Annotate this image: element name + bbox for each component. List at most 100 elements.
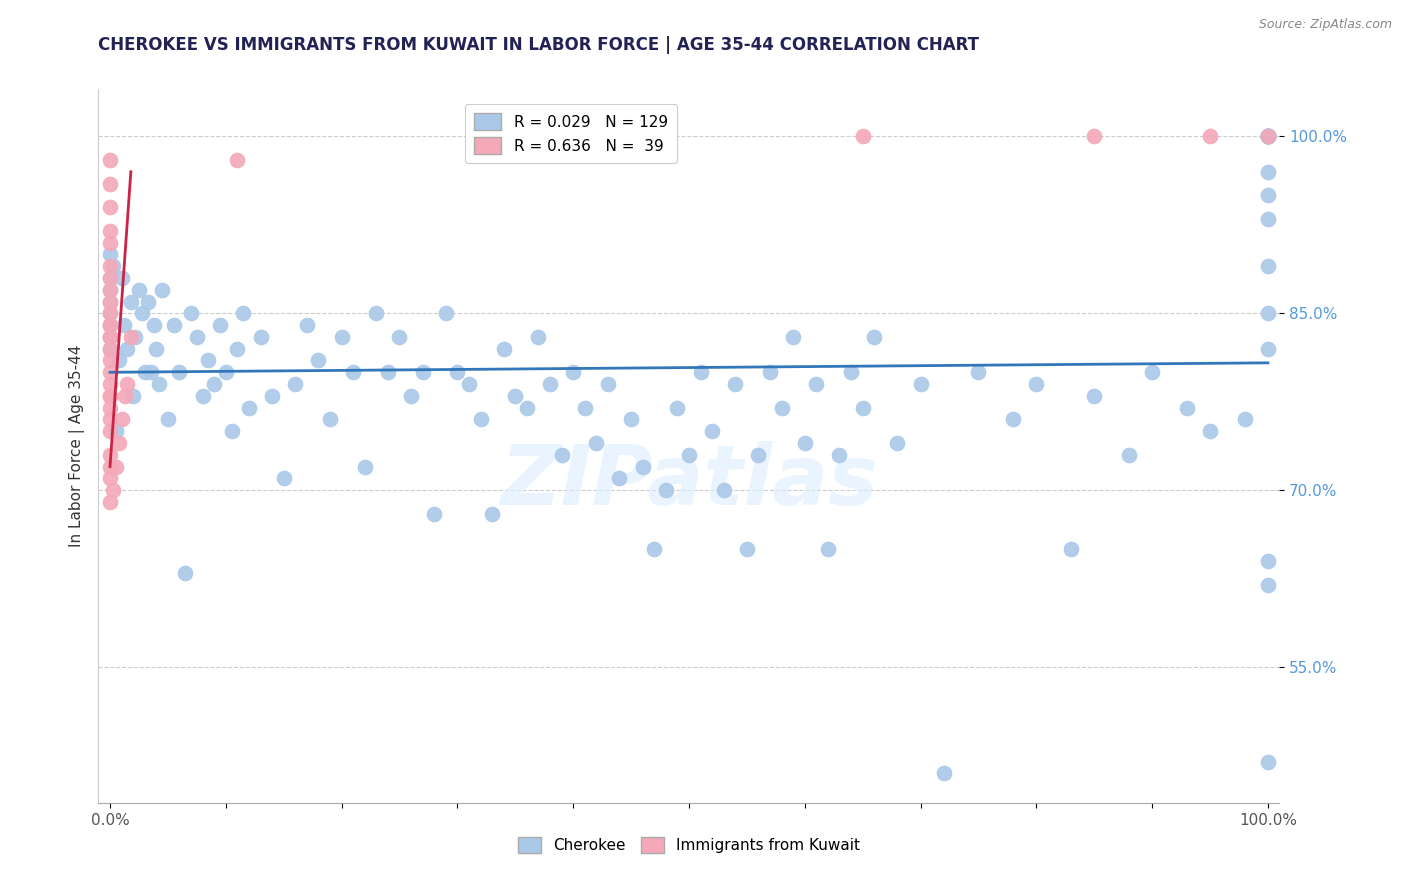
Point <box>828 448 851 462</box>
Point <box>98 342 121 356</box>
Point <box>124 330 146 344</box>
Text: Source: ZipAtlas.com: Source: ZipAtlas.com <box>1258 18 1392 31</box>
Point <box>759 365 782 379</box>
Point <box>1060 542 1083 557</box>
Point <box>208 318 231 332</box>
Point <box>434 306 457 320</box>
Point <box>1083 129 1105 144</box>
Point <box>1257 165 1279 179</box>
Point <box>150 283 173 297</box>
Point <box>666 401 689 415</box>
Point <box>156 412 179 426</box>
Point <box>98 306 121 320</box>
Point <box>1257 129 1279 144</box>
Point <box>191 389 214 403</box>
Point <box>342 365 364 379</box>
Point <box>596 377 619 392</box>
Point <box>747 448 769 462</box>
Point <box>550 448 572 462</box>
Point <box>143 318 166 332</box>
Point <box>139 365 162 379</box>
Point <box>221 424 243 438</box>
Point <box>98 353 121 368</box>
Point <box>114 389 136 403</box>
Point <box>655 483 678 498</box>
Point <box>98 389 121 403</box>
Point <box>117 377 139 392</box>
Point <box>585 436 607 450</box>
Legend: Cherokee, Immigrants from Kuwait: Cherokee, Immigrants from Kuwait <box>512 831 866 859</box>
Point <box>817 542 839 557</box>
Point <box>609 471 631 485</box>
Point <box>538 377 561 392</box>
Point <box>108 353 131 368</box>
Point <box>104 424 127 438</box>
Point <box>770 401 793 415</box>
Point <box>98 495 121 509</box>
Point <box>98 153 121 167</box>
Point <box>98 271 121 285</box>
Point <box>863 330 886 344</box>
Point <box>562 365 585 379</box>
Point <box>319 412 342 426</box>
Point <box>98 283 121 297</box>
Point <box>262 389 284 403</box>
Point <box>163 318 186 332</box>
Point <box>1140 365 1163 379</box>
Point <box>98 389 121 403</box>
Point <box>122 389 145 403</box>
Point <box>1257 306 1279 320</box>
Point <box>852 401 875 415</box>
Point <box>98 330 121 344</box>
Point <box>98 377 121 392</box>
Point <box>724 377 747 392</box>
Point <box>186 330 208 344</box>
Point <box>643 542 665 557</box>
Point <box>98 200 121 214</box>
Point <box>98 235 121 250</box>
Point <box>1257 129 1279 144</box>
Point <box>1233 412 1256 426</box>
Point <box>399 389 422 403</box>
Point <box>197 353 219 368</box>
Point <box>273 471 295 485</box>
Text: ZIPatlas: ZIPatlas <box>501 442 877 522</box>
Point <box>470 412 492 426</box>
Point <box>98 459 121 474</box>
Point <box>295 318 318 332</box>
Point <box>226 342 249 356</box>
Point <box>98 259 121 273</box>
Point <box>1175 401 1198 415</box>
Point <box>527 330 550 344</box>
Point <box>839 365 862 379</box>
Point <box>412 365 434 379</box>
Point <box>104 459 127 474</box>
Point <box>1257 577 1279 591</box>
Point <box>574 401 596 415</box>
Point <box>174 566 197 580</box>
Point <box>1257 129 1279 144</box>
Text: CHEROKEE VS IMMIGRANTS FROM KUWAIT IN LABOR FORCE | AGE 35-44 CORRELATION CHART: CHEROKEE VS IMMIGRANTS FROM KUWAIT IN LA… <box>98 36 980 54</box>
Point <box>735 542 758 557</box>
Point <box>689 365 711 379</box>
Point <box>98 412 121 426</box>
Point <box>631 459 654 474</box>
Point <box>98 294 121 309</box>
Point <box>110 412 132 426</box>
Point <box>98 306 121 320</box>
Point <box>98 318 121 332</box>
Point <box>1257 129 1279 144</box>
Point <box>98 318 121 332</box>
Point <box>120 330 142 344</box>
Point <box>1199 129 1222 144</box>
Point <box>307 353 329 368</box>
Point <box>180 306 202 320</box>
Point <box>481 507 503 521</box>
Point <box>1257 129 1279 144</box>
Point <box>98 283 121 297</box>
Point <box>1257 129 1279 144</box>
Point <box>249 330 271 344</box>
Point <box>852 129 875 144</box>
Point <box>136 294 159 309</box>
Point <box>108 436 131 450</box>
